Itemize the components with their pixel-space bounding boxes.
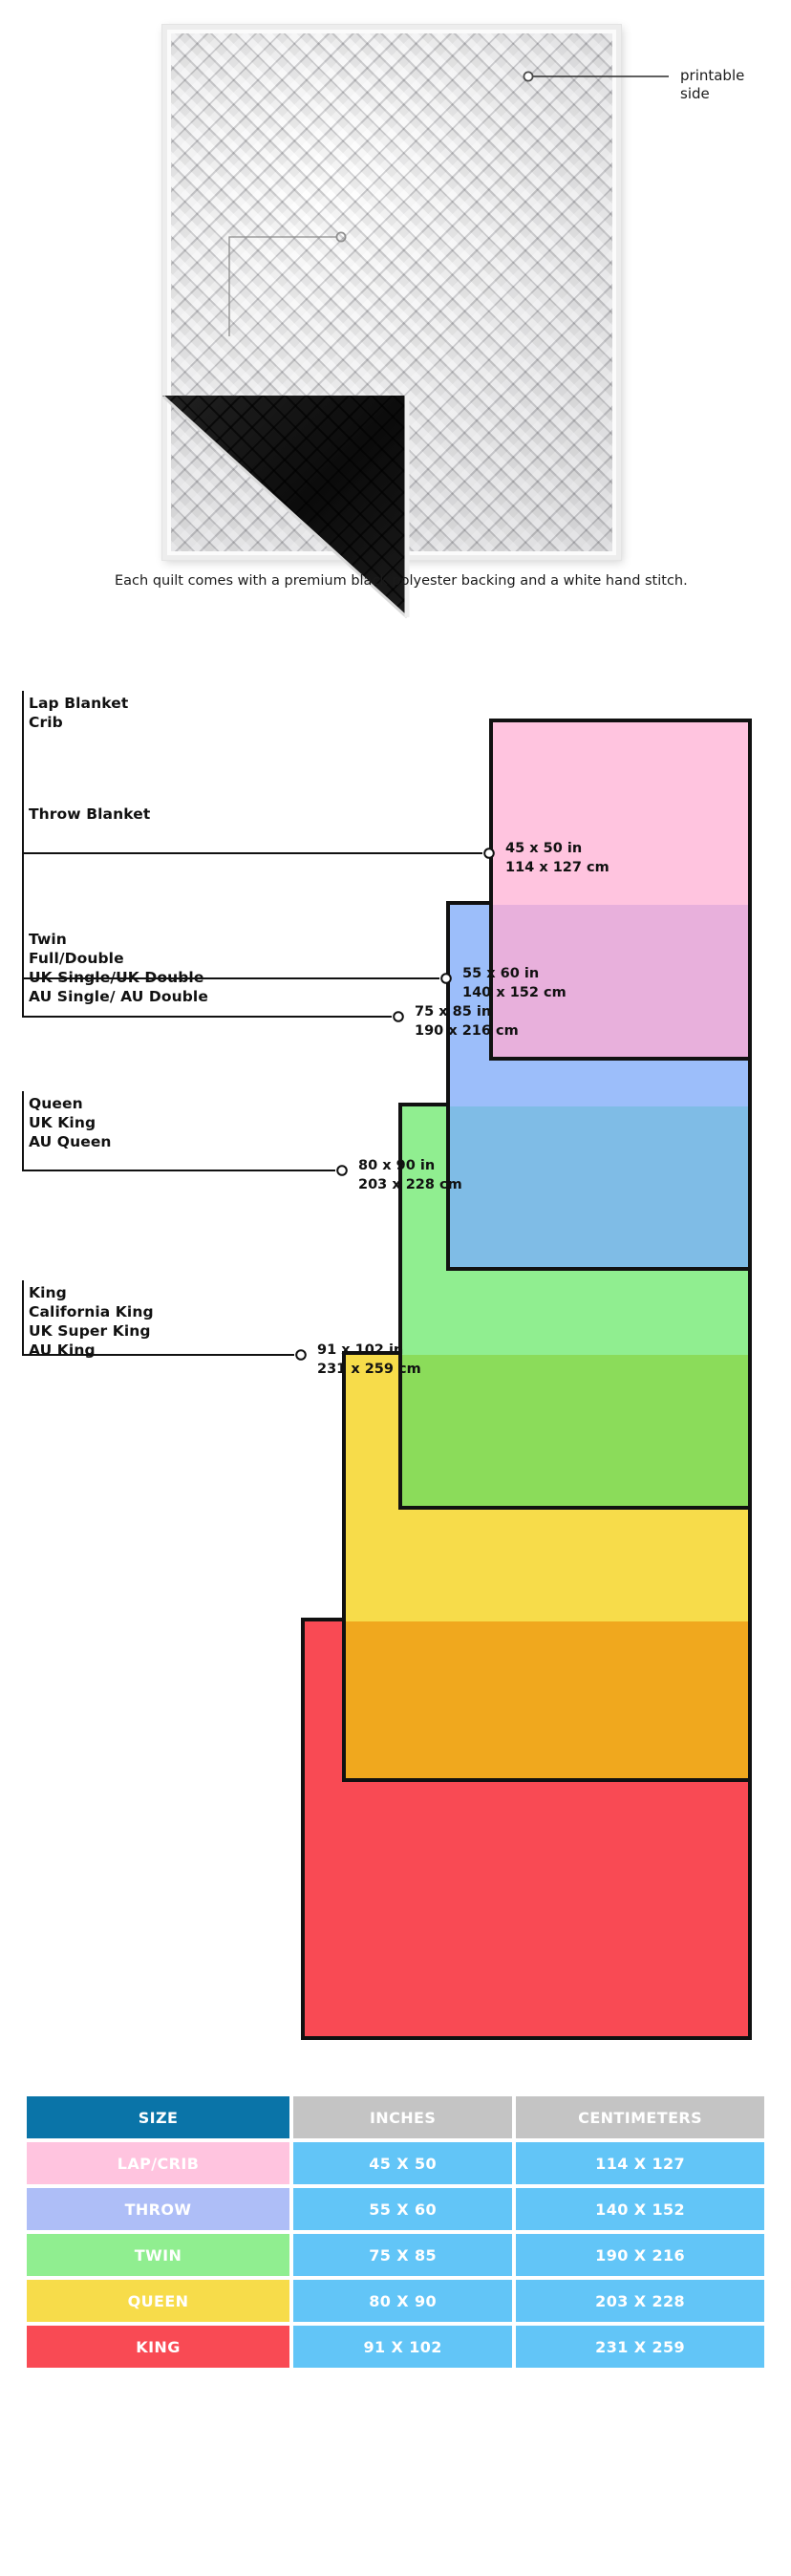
table-cell-cm: 231 X 259 <box>516 2326 764 2368</box>
size-dimension-lap-crib: 45 x 50 in 114 x 127 cm <box>505 839 609 877</box>
size-label-line: California King <box>29 1303 154 1321</box>
size-diagram-leader-lines <box>22 691 495 1361</box>
quilt-illustration-section: printable side Each quilt comes with a p… <box>0 0 791 659</box>
dimension-cm: 203 x 228 cm <box>358 1177 462 1192</box>
size-label-line: King <box>29 1284 67 1301</box>
printable-side-callout: printable side <box>680 67 785 103</box>
table-cell-cm: 140 X 152 <box>516 2188 764 2230</box>
table-header-size: SIZE <box>27 2096 290 2138</box>
printable-side-line-2: side <box>680 85 710 103</box>
dimension-inches: 45 x 50 in <box>505 841 583 856</box>
size-label-line: AU Queen <box>29 1133 112 1151</box>
size-label-line: Full/Double <box>29 950 124 968</box>
table-header-centimeters: CENTIMETERS <box>516 2096 764 2138</box>
size-table: SIZE INCHES CENTIMETERS LAP/CRIB 45 X 50… <box>23 2093 768 2372</box>
dimension-inches: 75 x 85 in <box>415 1004 492 1020</box>
dimension-cm: 114 x 127 cm <box>505 860 609 875</box>
quilt-image <box>162 25 621 619</box>
printable-side-line-1: printable <box>680 67 745 84</box>
table-row: LAP/CRIB 45 X 50 114 X 127 <box>27 2142 764 2184</box>
size-label-throw: Throw Blanket <box>29 805 150 824</box>
table-header-row: SIZE INCHES CENTIMETERS <box>27 2096 764 2138</box>
table-cell-inches: 75 X 85 <box>293 2234 513 2276</box>
size-table-section: SIZE INCHES CENTIMETERS LAP/CRIB 45 X 50… <box>23 2093 768 2372</box>
quilt-caption: Each quilt comes with a premium black po… <box>115 573 688 589</box>
size-label-line: AU Single/ AU Double <box>29 988 208 1006</box>
size-dimension-twin: 75 x 85 in 190 x 216 cm <box>415 1002 519 1041</box>
dimension-inches: 80 x 90 in <box>358 1158 436 1173</box>
size-label-line: UK King <box>29 1114 96 1132</box>
size-label-king: King California King UK Super King AU Ki… <box>29 1283 154 1361</box>
size-dimension-queen: 80 x 90 in 203 x 228 cm <box>358 1156 462 1194</box>
size-dimension-king: 91 x 102 in 231 x 259 cm <box>317 1341 421 1379</box>
table-cell-inches: 55 X 60 <box>293 2188 513 2230</box>
size-label-line: Throw Blanket <box>29 805 151 823</box>
table-header-inches: INCHES <box>293 2096 513 2138</box>
table-cell-size: KING <box>27 2326 290 2368</box>
table-row: KING 91 X 102 231 X 259 <box>27 2326 764 2368</box>
table-cell-cm: 190 X 216 <box>516 2234 764 2276</box>
table-cell-inches: 80 X 90 <box>293 2280 513 2322</box>
size-overlap-crib-throw <box>493 905 748 1057</box>
size-label-line: Queen <box>29 1095 83 1112</box>
size-label-line: AU King <box>29 1342 96 1360</box>
size-label-line: Lap Blanket <box>29 695 129 712</box>
size-label-line: UK Single/UK Double <box>29 969 204 987</box>
size-label-queen: Queen UK King AU Queen <box>29 1094 112 1151</box>
size-label-line: UK Super King <box>29 1322 151 1341</box>
table-cell-size: QUEEN <box>27 2280 290 2322</box>
dimension-cm: 231 x 259 cm <box>317 1362 421 1377</box>
dimension-cm: 190 x 216 cm <box>415 1023 519 1039</box>
table-row: QUEEN 80 X 90 203 X 228 <box>27 2280 764 2322</box>
table-row: THROW 55 X 60 140 X 152 <box>27 2188 764 2230</box>
table-row: TWIN 75 X 85 190 X 216 <box>27 2234 764 2276</box>
size-label-twin: Twin Full/Double UK Single/UK Double AU … <box>29 930 208 1007</box>
size-overlap-throw-twin <box>450 1106 748 1267</box>
size-label-lap-crib: Lap Blanket Crib <box>29 694 128 732</box>
size-label-line: Crib <box>29 714 63 732</box>
table-cell-cm: 203 X 228 <box>516 2280 764 2322</box>
table-cell-size: THROW <box>27 2188 290 2230</box>
size-overlap-twin-queen <box>402 1355 748 1506</box>
table-cell-size: TWIN <box>27 2234 290 2276</box>
table-cell-size: LAP/CRIB <box>27 2142 290 2184</box>
table-cell-cm: 114 X 127 <box>516 2142 764 2184</box>
table-cell-inches: 91 X 102 <box>293 2326 513 2368</box>
dimension-cm: 140 x 152 cm <box>462 985 567 1000</box>
dimension-inches: 55 x 60 in <box>462 966 540 981</box>
size-comparison-diagram: Lap Blanket Crib Throw Blanket Twin Full… <box>0 659 791 2064</box>
dimension-inches: 91 x 102 in <box>317 1342 404 1358</box>
table-cell-inches: 45 X 50 <box>293 2142 513 2184</box>
size-dimension-throw: 55 x 60 in 140 x 152 cm <box>462 964 567 1002</box>
size-label-line: Twin <box>29 931 67 948</box>
size-overlap-queen-king <box>346 1621 748 1778</box>
